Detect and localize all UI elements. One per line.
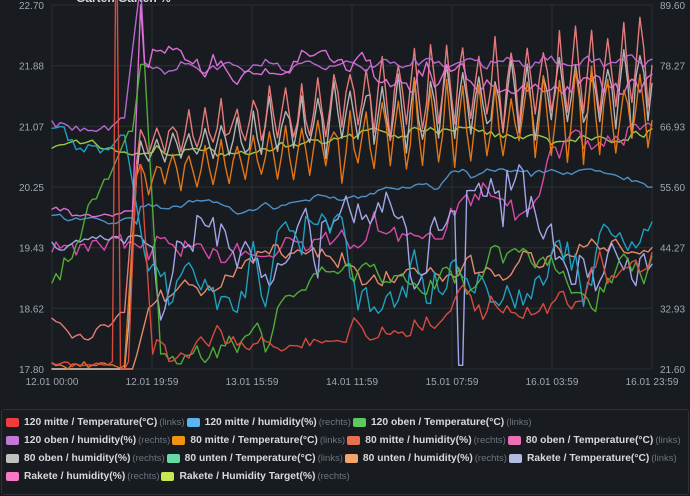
svg-text:17.80: 17.80 bbox=[19, 365, 44, 376]
svg-text:13.01 15:59: 13.01 15:59 bbox=[226, 377, 279, 388]
svg-text:18.62: 18.62 bbox=[19, 304, 44, 315]
svg-text:12.01 19:59: 12.01 19:59 bbox=[126, 377, 179, 388]
svg-text:21.07: 21.07 bbox=[19, 122, 44, 133]
svg-text:21.60: 21.60 bbox=[660, 365, 685, 376]
svg-text:20.25: 20.25 bbox=[19, 183, 44, 194]
svg-text:66.93: 66.93 bbox=[660, 122, 685, 133]
svg-text:78.27: 78.27 bbox=[660, 62, 685, 73]
svg-text:14.01 11:59: 14.01 11:59 bbox=[326, 377, 379, 388]
svg-text:12.01 00:00: 12.01 00:00 bbox=[26, 377, 79, 388]
svg-text:15.01 07:59: 15.01 07:59 bbox=[426, 377, 479, 388]
svg-text:89.60: 89.60 bbox=[660, 1, 685, 12]
svg-text:44.27: 44.27 bbox=[660, 244, 685, 255]
svg-text:22.70: 22.70 bbox=[19, 1, 44, 12]
svg-text:21.88: 21.88 bbox=[19, 62, 44, 73]
svg-text:16.01 03:59: 16.01 03:59 bbox=[526, 377, 579, 388]
svg-text:19.43: 19.43 bbox=[19, 244, 44, 255]
svg-text:55.60: 55.60 bbox=[660, 183, 685, 194]
svg-text:16.01 23:59: 16.01 23:59 bbox=[626, 377, 679, 388]
svg-text:32.93: 32.93 bbox=[660, 304, 685, 315]
